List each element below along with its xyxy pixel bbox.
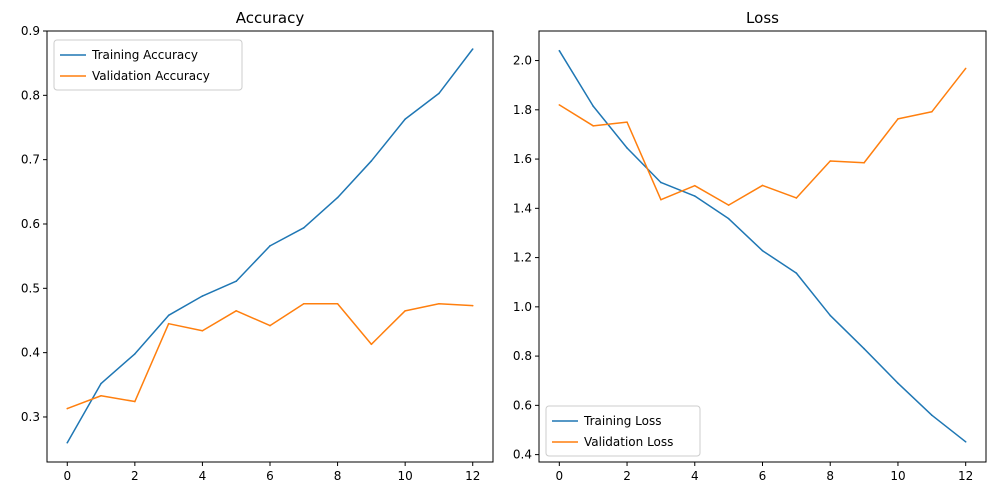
data-point xyxy=(336,302,339,305)
data-point xyxy=(761,249,764,252)
legend: Training Loss Validation Loss xyxy=(545,405,701,457)
chart-title: Loss xyxy=(746,9,779,27)
data-point xyxy=(829,314,832,317)
y-tick-label: 1.8 xyxy=(513,103,532,117)
x-tick-label: 6 xyxy=(266,469,274,483)
data-point xyxy=(336,196,339,199)
data-point xyxy=(134,400,136,403)
y-tick-label: 0.4 xyxy=(21,346,40,360)
x-tick-label: 10 xyxy=(398,469,413,483)
data-point xyxy=(626,147,628,149)
legend-label: Training Loss xyxy=(583,414,661,428)
series-line xyxy=(558,50,967,443)
y-tick-label: 2.0 xyxy=(513,54,532,68)
y-tick-label: 0.6 xyxy=(513,398,532,412)
data-point xyxy=(795,197,798,199)
data-point xyxy=(897,382,899,384)
data-point xyxy=(761,184,764,187)
data-point xyxy=(931,414,933,417)
data-point xyxy=(66,407,69,410)
y-tick-label: 0.8 xyxy=(513,349,532,363)
data-point xyxy=(370,160,373,162)
data-point xyxy=(897,118,899,120)
data-point xyxy=(471,48,474,50)
legend-label: Validation Accuracy xyxy=(92,69,210,83)
y-tick-label: 1.0 xyxy=(513,300,532,314)
y-tick-label: 1.6 xyxy=(513,152,532,166)
data-point xyxy=(235,310,238,312)
data-point xyxy=(201,295,204,297)
data-point xyxy=(931,110,933,113)
x-tick-label: 8 xyxy=(334,469,342,483)
legend-box xyxy=(545,405,701,457)
x-tick-label: 10 xyxy=(890,469,905,483)
data-point xyxy=(134,353,136,355)
data-point xyxy=(100,394,102,397)
data-point xyxy=(727,217,730,220)
axes-frame xyxy=(538,30,987,463)
data-point xyxy=(100,382,102,385)
data-point xyxy=(404,310,406,312)
y-tick-label: 0.9 xyxy=(21,24,40,38)
data-point xyxy=(438,302,440,305)
x-tick-label: 2 xyxy=(131,469,139,483)
data-point xyxy=(964,441,967,443)
data-point xyxy=(471,304,474,307)
x-tick-label: 4 xyxy=(199,469,207,483)
data-point xyxy=(592,105,594,107)
series-line xyxy=(67,303,473,410)
data-point xyxy=(727,204,730,206)
x-tick-label: 8 xyxy=(826,469,834,483)
data-point xyxy=(863,347,865,350)
y-tick-label: 0.8 xyxy=(21,88,40,102)
accuracy-panel: Accuracy 0 2 4 6 8 10 12 0.3 0.4 0.5 0.6 0.7 0.8 0.9 Tr… xyxy=(21,9,494,483)
data-point xyxy=(167,314,170,317)
data-point xyxy=(235,280,238,283)
loss-panel: Loss 0 2 4 6 8 10 12 0.4 0.6 0.8 1.0 1.2 1.4 1.6 1.8 2.0… xyxy=(513,9,987,483)
x-tick-label: 2 xyxy=(623,469,631,483)
data-point xyxy=(795,272,798,274)
x-tick-label: 6 xyxy=(759,469,767,483)
legend-label: Validation Loss xyxy=(584,435,673,449)
data-point xyxy=(201,329,204,332)
legend: Training Accuracy Validation Accuracy xyxy=(53,39,243,91)
y-tick-label: 0.6 xyxy=(21,217,40,231)
y-tick-label: 1.2 xyxy=(513,251,532,265)
x-tick-label: 0 xyxy=(63,469,71,483)
data-point xyxy=(370,343,373,346)
data-point xyxy=(66,441,69,444)
data-point xyxy=(302,302,305,305)
data-point xyxy=(438,92,440,95)
series-line xyxy=(558,67,967,206)
y-tick-label: 0.4 xyxy=(513,448,532,462)
data-point xyxy=(693,195,696,197)
data-point xyxy=(167,322,170,325)
y-tick-label: 0.5 xyxy=(21,281,40,295)
data-point xyxy=(693,184,696,187)
data-point xyxy=(964,67,967,70)
data-point xyxy=(558,49,561,52)
data-point xyxy=(269,324,271,327)
y-tick-label: 1.4 xyxy=(513,201,532,215)
data-point xyxy=(660,198,662,201)
data-point xyxy=(404,118,406,120)
data-point xyxy=(302,227,305,229)
x-tick-label: 4 xyxy=(691,469,699,483)
data-point xyxy=(626,121,628,123)
data-point xyxy=(660,181,662,184)
x-tick-label: 12 xyxy=(465,469,480,483)
x-tick-label: 12 xyxy=(958,469,973,483)
data-point xyxy=(863,161,865,164)
legend-label: Training Accuracy xyxy=(91,48,198,62)
data-point xyxy=(829,160,832,162)
legend-box xyxy=(53,39,243,91)
chart-title: Accuracy xyxy=(236,9,305,27)
data-point xyxy=(592,125,594,127)
y-tick-label: 0.3 xyxy=(21,410,40,424)
x-tick-label: 0 xyxy=(555,469,563,483)
data-point xyxy=(558,104,561,106)
data-point xyxy=(269,245,271,247)
y-tick-label: 0.7 xyxy=(21,153,40,167)
